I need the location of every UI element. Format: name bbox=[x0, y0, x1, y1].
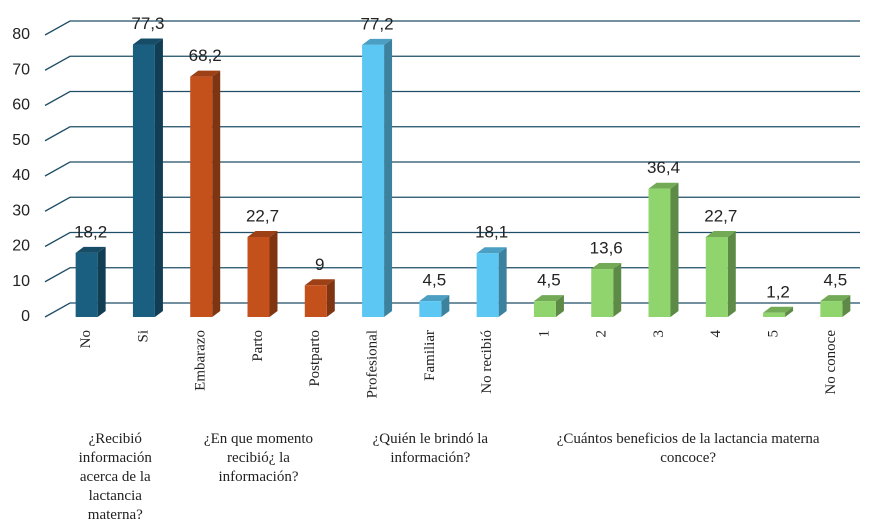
value-label: 13,6 bbox=[590, 239, 623, 258]
x-tick-label: Embarazo bbox=[193, 330, 209, 391]
bar-top bbox=[132, 38, 163, 45]
y-tick-label: 50 bbox=[12, 132, 30, 149]
bar-top bbox=[362, 38, 393, 45]
bar-side bbox=[384, 38, 393, 318]
bar bbox=[419, 301, 442, 317]
group-label: ¿Cuántos beneficios de la lactancia mate… bbox=[556, 431, 820, 466]
value-label: 36,4 bbox=[647, 158, 680, 177]
value-label: 77,2 bbox=[361, 14, 394, 33]
bar-top bbox=[476, 247, 507, 254]
bar-top bbox=[763, 306, 794, 313]
bar-side bbox=[842, 295, 851, 317]
bar bbox=[591, 269, 614, 317]
bar-side bbox=[613, 263, 622, 317]
x-tick-label: 5 bbox=[766, 330, 782, 338]
bar-top bbox=[648, 182, 679, 189]
group-label: ¿En que momento recibió¿ la información? bbox=[203, 431, 314, 485]
bar-top bbox=[190, 70, 221, 77]
bar-top bbox=[591, 263, 622, 270]
bar-side bbox=[326, 279, 335, 317]
x-tick-label: Si bbox=[135, 330, 151, 343]
value-label: 18,1 bbox=[475, 223, 508, 242]
y-tick-label: 30 bbox=[12, 202, 30, 219]
x-tick-label: Postparto bbox=[307, 330, 323, 387]
x-tick-label: No conoce bbox=[823, 330, 839, 395]
bar bbox=[533, 301, 556, 317]
x-tick-label: No bbox=[78, 330, 94, 348]
y-tick-label: 70 bbox=[12, 61, 30, 78]
group-label: ¿Recibió información acerca de la lactan… bbox=[78, 431, 152, 523]
value-label: 68,2 bbox=[189, 46, 222, 65]
bar-side bbox=[727, 230, 736, 317]
grid-line bbox=[44, 20, 860, 36]
bar-top bbox=[419, 295, 450, 302]
bar-side bbox=[154, 38, 163, 317]
grid-line bbox=[44, 267, 860, 283]
bar-top bbox=[75, 246, 106, 253]
grid-line bbox=[44, 161, 860, 177]
bar bbox=[132, 44, 155, 317]
grid-line bbox=[44, 90, 860, 107]
value-label: 77,3 bbox=[131, 14, 164, 33]
value-label: 9 bbox=[315, 255, 324, 274]
bar-top bbox=[533, 295, 564, 302]
x-tick-label: No recibió bbox=[479, 330, 495, 394]
y-tick-label: 40 bbox=[12, 167, 30, 184]
group-label: ¿Quién le brindó la información? bbox=[372, 431, 489, 466]
x-tick-label: Parto bbox=[250, 330, 266, 362]
bar-side bbox=[670, 182, 679, 317]
bar-side bbox=[97, 246, 106, 317]
x-tick-label: Familiar bbox=[422, 330, 438, 381]
bar bbox=[304, 285, 327, 317]
value-label: 4,5 bbox=[423, 271, 447, 290]
bar-top bbox=[304, 279, 335, 286]
bar-top bbox=[705, 230, 736, 237]
bar bbox=[705, 236, 728, 317]
value-label: 1,2 bbox=[766, 282, 790, 301]
bar-side bbox=[212, 70, 221, 317]
y-tick-label: 10 bbox=[12, 273, 30, 290]
grid-line bbox=[44, 231, 860, 248]
bar bbox=[75, 252, 98, 317]
bar-side bbox=[269, 230, 278, 317]
grid-line bbox=[44, 196, 860, 212]
bar bbox=[648, 188, 671, 317]
y-tick-label: 0 bbox=[21, 308, 30, 325]
bar bbox=[476, 253, 499, 317]
x-tick-label: 3 bbox=[651, 330, 667, 338]
x-tick-label: 4 bbox=[708, 330, 724, 338]
y-tick-label: 60 bbox=[12, 97, 30, 114]
x-tick-label: 1 bbox=[536, 330, 552, 338]
x-tick-label: 2 bbox=[594, 330, 610, 338]
bar-top bbox=[820, 295, 851, 302]
bar-side bbox=[441, 295, 450, 317]
value-label: 22,7 bbox=[246, 206, 279, 225]
bar-top bbox=[247, 230, 278, 237]
value-label: 4,5 bbox=[537, 271, 561, 290]
y-tick-label: 80 bbox=[12, 26, 30, 43]
bar bbox=[763, 312, 786, 317]
bar-side bbox=[555, 295, 564, 317]
x-tick-label: Profesional bbox=[365, 330, 381, 398]
grid-line bbox=[44, 55, 860, 71]
bar bbox=[247, 236, 270, 317]
y-tick-label: 20 bbox=[12, 238, 30, 255]
bar-side bbox=[498, 247, 507, 317]
value-label: 18,2 bbox=[74, 222, 107, 241]
grid-line bbox=[44, 126, 860, 142]
bar-side bbox=[785, 306, 794, 317]
bar bbox=[190, 76, 213, 317]
bar bbox=[820, 301, 843, 317]
value-label: 4,5 bbox=[824, 271, 848, 290]
value-label: 22,7 bbox=[704, 206, 737, 225]
bar bbox=[362, 44, 385, 318]
grid-line bbox=[44, 302, 860, 318]
